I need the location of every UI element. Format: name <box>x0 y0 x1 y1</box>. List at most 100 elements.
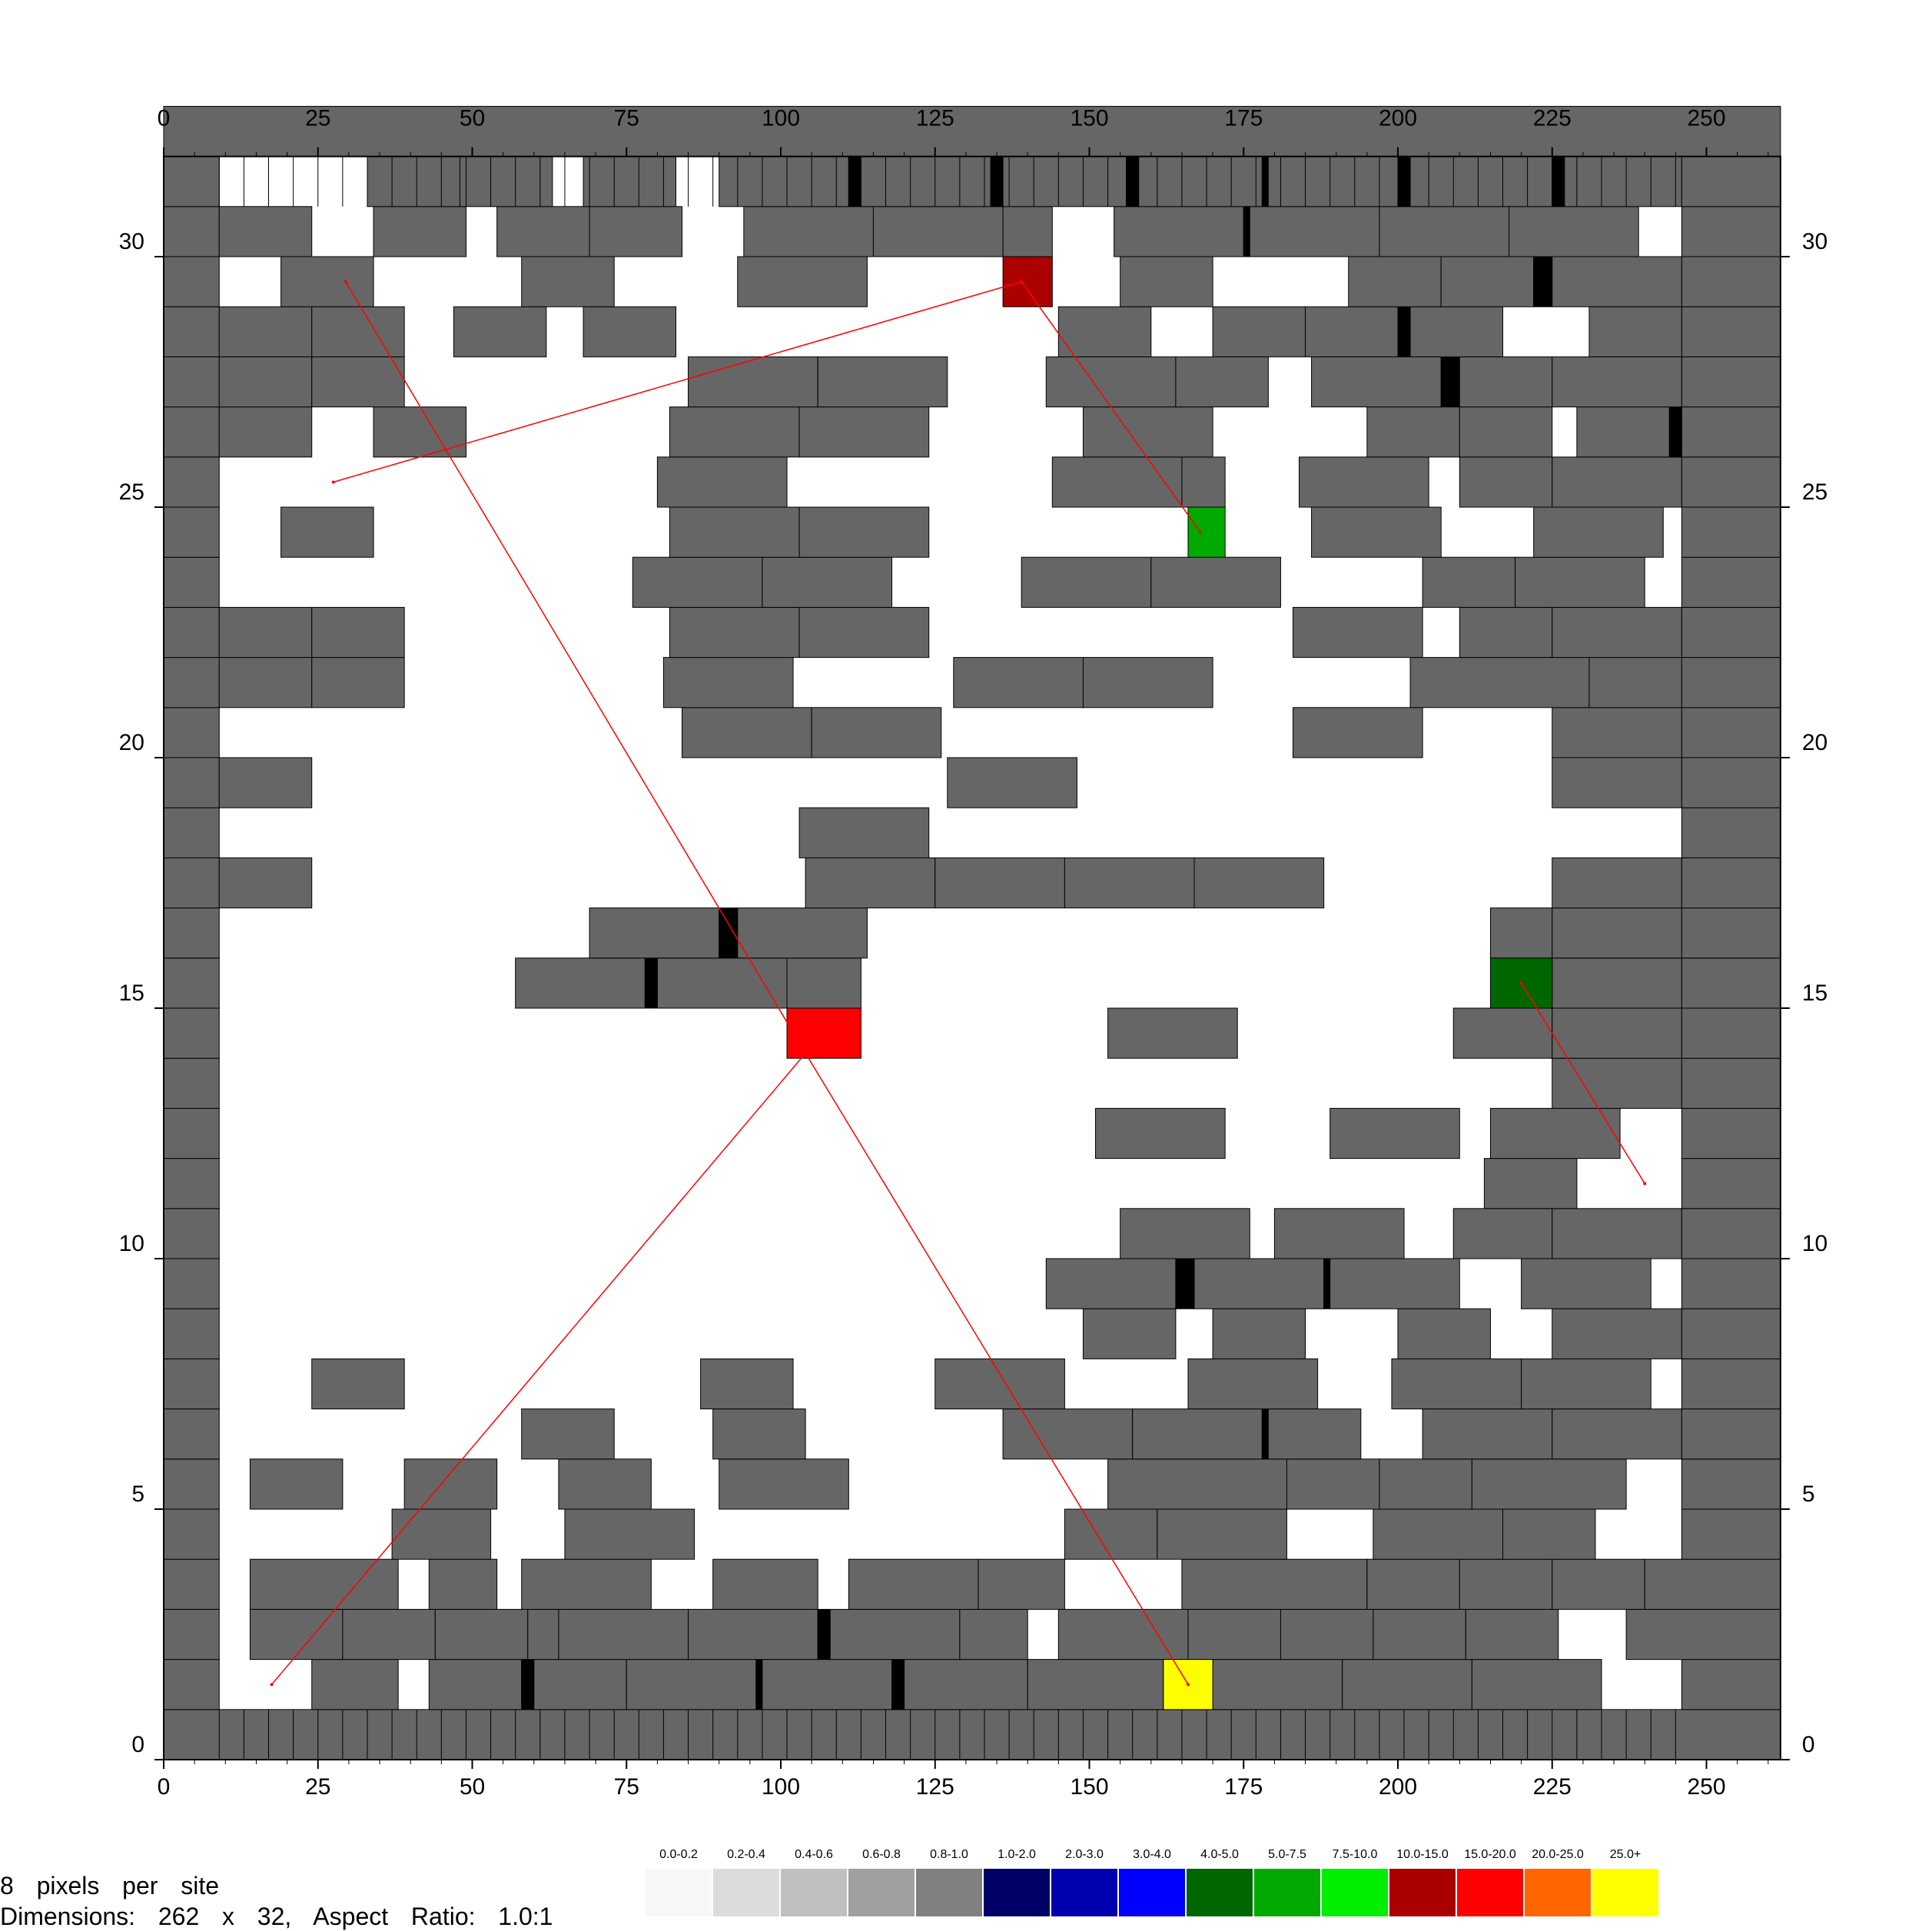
lattice-block <box>1681 1107 1781 1160</box>
lattice-block <box>1552 757 1682 808</box>
lattice-block <box>527 1608 559 1661</box>
lattice-block <box>1187 1608 1281 1661</box>
lattice-block <box>558 1608 689 1661</box>
lattice-block <box>163 907 220 959</box>
legend-label: 5.0-7.5 <box>1268 1848 1306 1861</box>
lattice-block <box>1348 256 1442 307</box>
x-tick-label-bottom: 50 <box>460 1774 485 1800</box>
lattice-block <box>1452 1208 1553 1259</box>
lattice-block <box>719 907 739 959</box>
lattice-block <box>163 1007 220 1059</box>
lattice-block <box>311 356 405 408</box>
lattice-block <box>163 1508 220 1560</box>
lattice-block <box>1502 1508 1596 1560</box>
lattice-block <box>1681 707 1781 758</box>
lattice-block <box>1107 1458 1287 1510</box>
lattice-block <box>1373 1508 1504 1560</box>
lattice-block <box>163 1608 220 1661</box>
lattice-block <box>1379 206 1510 257</box>
lattice-block <box>1021 556 1152 608</box>
x-tick-label-top: 0 <box>158 106 171 131</box>
lattice-block <box>953 657 1084 708</box>
legend-swatch <box>646 1869 712 1916</box>
lattice-block <box>249 1558 399 1610</box>
lattice-block <box>218 857 313 909</box>
lattice-block <box>163 657 220 708</box>
lattice-block <box>1175 1258 1195 1309</box>
path-line <box>345 281 806 1054</box>
lattice-block <box>1681 406 1781 458</box>
lattice-block <box>1082 406 1213 458</box>
lattice-block <box>163 606 220 659</box>
lattice-block <box>1471 1659 1602 1710</box>
path-point <box>344 280 347 284</box>
lattice-block <box>163 1358 220 1410</box>
legend-label: 1.0-2.0 <box>998 1848 1036 1861</box>
lattice-block <box>656 957 788 1009</box>
lattice-block <box>163 206 220 257</box>
lattice-block <box>798 406 930 458</box>
lattice-block <box>798 807 930 858</box>
lattice-block <box>1681 556 1781 608</box>
lattice-block <box>218 356 313 408</box>
lattice-block <box>521 1408 615 1460</box>
lattice-block <box>1533 256 1553 307</box>
y-tick-label-right: 0 <box>1802 1732 1815 1757</box>
lattice-block <box>1552 857 1682 909</box>
lattice-block <box>367 156 460 207</box>
lattice-block <box>786 957 861 1009</box>
lattice-block <box>1515 556 1645 608</box>
lattice-block <box>311 606 405 659</box>
lattice-block <box>163 857 220 909</box>
lattice-block <box>163 707 220 758</box>
lattice-block <box>163 1057 220 1109</box>
lattice-block <box>990 156 1004 207</box>
lattice-blocks <box>163 105 1781 1760</box>
y-tick-label-left: 30 <box>119 229 144 254</box>
lattice-block <box>311 1659 399 1710</box>
lattice-block <box>1552 907 1682 959</box>
lattice-block <box>1397 306 1411 357</box>
lattice-block <box>1045 1258 1177 1309</box>
x-tick-label-top: 125 <box>916 106 954 131</box>
lattice-block <box>1576 406 1670 458</box>
lattice-block <box>934 1358 1065 1410</box>
lattice-block <box>1002 206 1053 257</box>
legend-label: 4.0-5.0 <box>1200 1848 1239 1861</box>
lattice-block <box>1002 156 1127 207</box>
lattice-block <box>762 1659 893 1710</box>
x-tick-label-top: 25 <box>305 106 330 131</box>
lattice-block <box>1681 1057 1781 1109</box>
lattice-block <box>805 857 936 909</box>
lattice-block <box>1057 306 1152 357</box>
lattice-block <box>860 156 991 207</box>
y-tick-label-right: 15 <box>1802 980 1827 1006</box>
legend-swatch <box>1389 1869 1456 1916</box>
lattice-block <box>1409 156 1553 207</box>
lattice-block <box>1082 1308 1177 1359</box>
lattice-block <box>743 206 874 257</box>
lattice-block <box>1132 1408 1263 1460</box>
lattice-block <box>1261 1408 1269 1460</box>
lattice-block <box>1564 156 1682 207</box>
lattice-block <box>281 256 374 307</box>
legend-swatch <box>1119 1869 1185 1916</box>
lattice-block <box>947 757 1077 808</box>
lattice-block <box>403 1458 498 1510</box>
scale-caption: 8 pixels per site <box>0 1872 219 1899</box>
lattice-block <box>564 1508 695 1560</box>
lattice-block <box>1440 256 1535 307</box>
lattice-block <box>163 807 220 858</box>
lattice-block <box>1114 206 1244 257</box>
lattice-block <box>163 406 220 458</box>
lattice-block <box>1292 707 1423 758</box>
lattice-block <box>434 1608 529 1661</box>
lattice-block <box>1366 1558 1460 1610</box>
lattice-block <box>218 757 313 808</box>
x-tick-label-top: 75 <box>614 106 639 131</box>
lattice-block <box>373 206 466 257</box>
colored-site <box>786 1007 861 1059</box>
lattice-block <box>1681 907 1781 959</box>
lattice-block <box>1681 657 1781 708</box>
lattice-block <box>1681 1308 1781 1359</box>
